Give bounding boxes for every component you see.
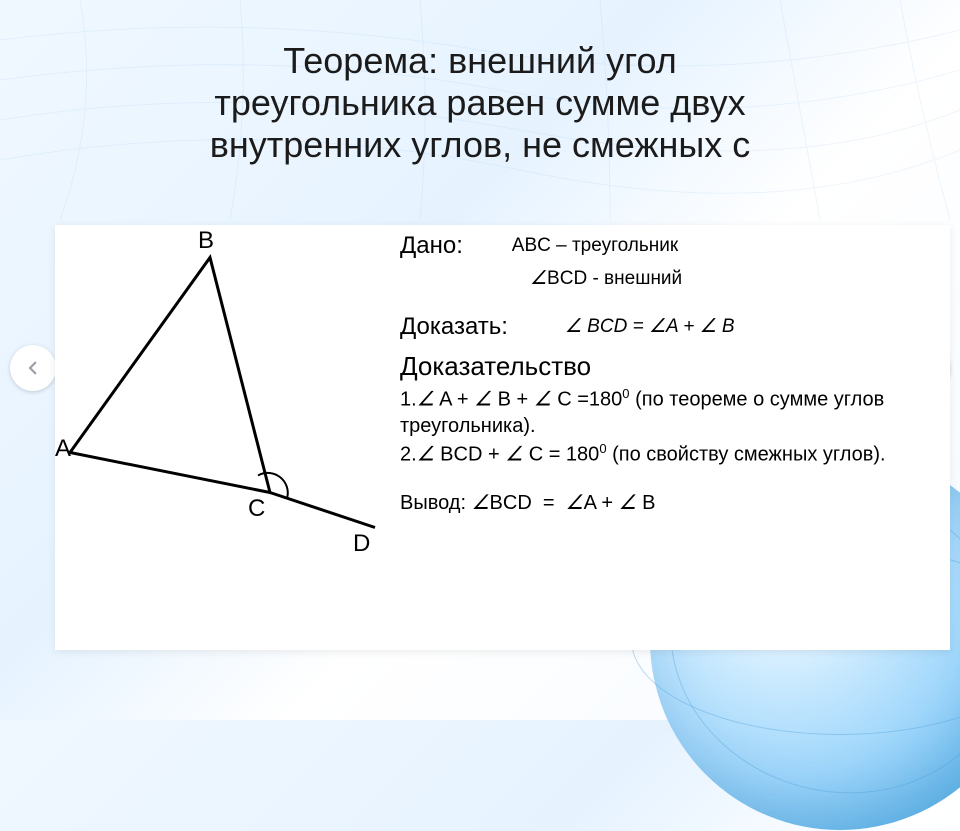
vertex-label-d: D	[353, 530, 370, 558]
title-line-3: внутренних углов, не смежных с	[0, 124, 960, 166]
conclusion-label: Вывод:	[400, 492, 466, 514]
given-row-2: ∠BCD - внешний	[400, 266, 950, 293]
triangle-abc	[70, 258, 270, 493]
proof-step-2: 2.∠ BCD + ∠ C = 1800 (по свойству смежны…	[400, 441, 950, 468]
content-card: A B C D Дано: ABC – треугольник ∠BCD - в…	[55, 225, 950, 650]
given-row: Дано: ABC – треугольник	[400, 230, 950, 262]
given-value-2: BCD - внешний	[547, 266, 682, 292]
prove-value: ∠ BCD = ∠A + ∠ B	[565, 314, 735, 340]
prove-row: Доказать: ∠ BCD = ∠A + ∠ B	[400, 311, 950, 343]
prove-label: Доказать:	[400, 311, 508, 343]
diagram-svg	[55, 225, 400, 650]
given-label: Дано:	[400, 230, 463, 262]
prev-slide-button[interactable]	[10, 345, 56, 391]
vertex-label-c: C	[248, 495, 265, 523]
title-line-1: Теорема: внешний угол	[0, 40, 960, 82]
title-line-2: треугольника равен сумме двух	[0, 82, 960, 124]
exterior-ray-cd	[270, 493, 375, 528]
proof-text: Дано: ABC – треугольник ∠BCD - внешний Д…	[400, 230, 950, 650]
slide-title: Теорема: внешний угол треугольника равен…	[0, 40, 960, 166]
proof-heading: Доказательство	[400, 349, 950, 384]
given-angle-symbol: ∠	[530, 266, 547, 292]
vertex-label-a: A	[55, 435, 71, 463]
conclusion-row: Вывод: ∠BCD = ∠A + ∠ B	[400, 490, 950, 517]
given-value-1: ABC – треугольник	[512, 233, 678, 259]
chevron-left-icon	[24, 359, 42, 377]
triangle-diagram: A B C D	[55, 225, 400, 650]
vertex-label-b: B	[198, 227, 214, 255]
proof-step-1: 1.∠ A + ∠ B + ∠ C =1800 (по теореме о су…	[400, 386, 950, 439]
